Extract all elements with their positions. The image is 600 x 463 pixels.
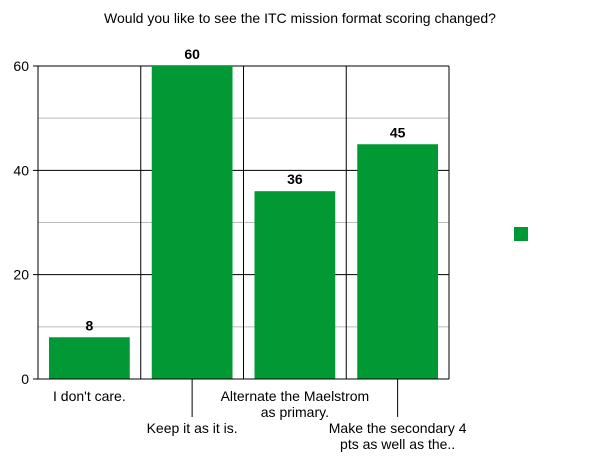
y-tick-label: 20 [13,267,29,283]
legend-swatch [514,227,528,241]
bars [49,66,438,379]
bar [49,337,130,379]
grid [33,65,450,380]
data-labels: 8 60 36 45 [85,46,405,333]
bar [357,144,438,379]
bar [151,66,233,379]
bar-value-label: 45 [390,124,406,140]
category-label: Keep it as it is. [147,420,238,436]
chart-title: Would you like to see the ITC mission fo… [104,10,496,26]
bar [254,191,336,379]
axes: 0 20 40 60 I don't care. Keep it as it is.Alt… [13,58,466,452]
bar-value-label: 36 [287,171,303,187]
legend [514,227,528,241]
category-label: Alternate the Maelstrom as primary. [221,388,370,420]
y-tick-label: 60 [13,58,29,74]
y-tick-label: 0 [21,371,29,387]
bar-value-label: 60 [184,46,200,62]
bar-value-label: 8 [85,317,93,333]
category-label: I don't care. [53,388,126,404]
category-label: Make the secondary 4 pts as well as the.. [329,420,467,452]
y-tick-label: 40 [13,162,29,178]
